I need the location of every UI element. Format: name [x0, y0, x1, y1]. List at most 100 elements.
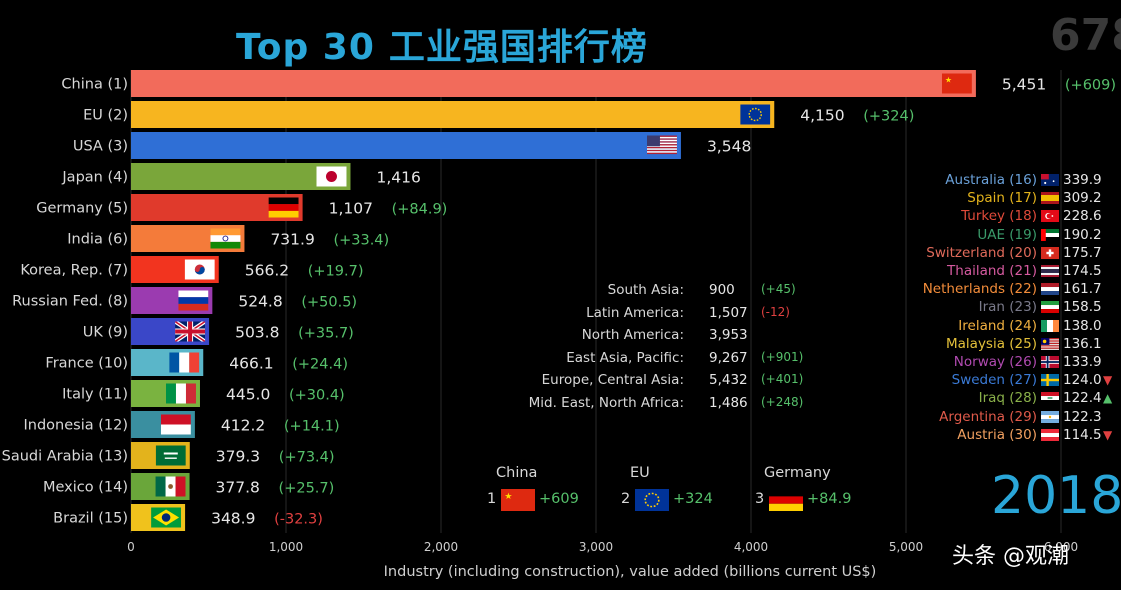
ranking-value: 122.4 — [1063, 390, 1102, 407]
title-part-2: 工业强国排行榜 — [388, 27, 648, 68]
ranking-flag — [1041, 356, 1059, 368]
spain-flag-icon — [1041, 192, 1059, 205]
thailand-flag-icon — [1041, 265, 1059, 277]
ranking-name: Switzerland (20) — [926, 244, 1037, 261]
region-row: South Asia: 900 (+45) — [0, 282, 1121, 302]
ranking-value: 158.5 — [1063, 299, 1102, 316]
ranking-row: Netherlands (22) 161.7 — [923, 280, 1113, 298]
ranking-name: Argentina (29) — [939, 408, 1037, 425]
ranking-name: Ireland (24) — [958, 317, 1037, 334]
category-label: Italy (11) — [62, 387, 128, 403]
value-label: 466.1 — [229, 355, 273, 373]
region-change: (+248) — [761, 394, 804, 409]
change-label: (+30.4) — [289, 388, 345, 404]
category-label: China (1) — [61, 77, 128, 93]
ranking-name: Austria (30) — [957, 426, 1037, 443]
argentina-flag-icon — [1041, 410, 1059, 423]
ranking-value: 122.3 — [1063, 408, 1102, 425]
ranking-value: 114.5 — [1063, 426, 1102, 443]
bar — [131, 70, 976, 97]
ranking-row: Spain (17) 309.2 — [967, 189, 1113, 207]
ranking-value: 124.0 — [1063, 372, 1102, 389]
mexico-flag-icon — [155, 476, 186, 497]
iran-flag-icon — [1041, 301, 1059, 314]
ranking-row: Argentina (29) 122.3 — [939, 408, 1113, 426]
ranking-row: Thailand (21) 174.5 — [947, 262, 1113, 280]
region-name: Latin America: — [586, 304, 684, 321]
region-row: Latin America: 1,507 (-12) — [0, 305, 1121, 325]
ranking-value: 161.7 — [1063, 281, 1102, 298]
gainer-rank: 3 — [755, 491, 765, 507]
ranking-name: Sweden (27) — [951, 372, 1037, 389]
ranking-flag — [1041, 319, 1059, 332]
ranking-flag — [1041, 283, 1059, 296]
ranking-row: Switzerland (20) 175.7 — [926, 244, 1113, 262]
change-label: (+609) — [1065, 78, 1116, 94]
region-change: (+401) — [761, 372, 804, 386]
china-flag-icon: ★ — [501, 489, 535, 511]
ranking-flag — [1041, 265, 1059, 277]
gainer-value: +84.9 — [807, 491, 852, 507]
category-label: Mexico (14) — [43, 480, 128, 496]
saudi-flag-icon — [155, 445, 186, 466]
ranking-row: Iraq (28) 122.4 ▲ — [979, 389, 1113, 407]
region-change: (+901) — [761, 349, 804, 364]
usa-flag-icon — [646, 135, 677, 155]
x-tick-label: 3,000 — [579, 540, 613, 554]
ranking-value: 174.5 — [1063, 263, 1102, 279]
ranking-row: Turkey (18) 228.6 — [961, 207, 1113, 225]
arrow-down-icon: ▼ — [1103, 373, 1113, 388]
value-label: 1,416 — [376, 169, 420, 187]
region-value: 900 — [709, 282, 735, 298]
ranking-flag — [1041, 246, 1059, 259]
russia-flag-icon — [178, 290, 209, 311]
value-label: 4,150 — [800, 107, 844, 125]
category-label: India (6) — [67, 232, 128, 248]
x-axis-label: Industry (including construction), value… — [383, 564, 877, 580]
ranking-flag — [1041, 210, 1059, 223]
category-label: Japan (4) — [61, 170, 128, 186]
region-name: North America: — [581, 327, 684, 343]
category-label: France (10) — [45, 356, 128, 372]
brazil-flag-icon — [151, 507, 182, 528]
region-change: (-12) — [761, 304, 790, 319]
x-tick-label: 1,000 — [269, 540, 303, 554]
arrow-up-icon: ▲ — [1103, 391, 1113, 406]
netherlands-flag-icon — [1041, 283, 1059, 296]
ranking-row: Sweden (27) 124.0 ▼ — [952, 371, 1113, 389]
italy-flag-icon — [165, 383, 196, 404]
gainer-flag — [769, 489, 803, 511]
germany-flag-icon — [268, 197, 299, 218]
value-label: 731.9 — [270, 231, 314, 249]
china-flag-icon: ★ — [941, 73, 972, 94]
ranking-name: Iraq (28) — [978, 390, 1037, 407]
watermark: 头条 @观潮 — [952, 544, 1069, 569]
value-label: 377.8 — [216, 479, 260, 497]
bar — [131, 101, 775, 128]
ranking-row: Malaysia (25) 136.1 — [946, 335, 1113, 353]
gainer-name: Germany — [764, 465, 831, 481]
ranking-value: 190.2 — [1063, 226, 1102, 243]
ranking-flag — [1041, 192, 1059, 205]
value-label: 445.0 — [226, 386, 270, 404]
frame-counter: 678 — [1050, 10, 1121, 61]
ranking-name: Norway (26) — [953, 354, 1037, 370]
change-label: (+19.7) — [308, 264, 364, 280]
change-label: (+24.4) — [292, 357, 348, 373]
ranking-name: Australia (16) — [945, 172, 1037, 188]
ranking-row: Ireland (24) 138.0 — [958, 317, 1113, 335]
region-value: 3,953 — [709, 327, 748, 343]
category-label: UK (9) — [83, 325, 128, 341]
region-name: Mid. East, North Africa: — [528, 394, 684, 411]
svg-text:★: ★ — [504, 492, 512, 502]
category-label: Germany (5) — [36, 201, 128, 217]
change-label: (+324) — [863, 109, 914, 125]
gainer-value: +609 — [539, 491, 579, 507]
title-part-1: Top 30 — [236, 27, 375, 68]
eu-flag-icon — [635, 489, 669, 511]
chart-title: Top 30 工业强国排行榜 — [236, 18, 648, 70]
australia-flag-icon — [1041, 174, 1059, 186]
uk-flag-icon — [175, 321, 206, 342]
value-label: 412.2 — [221, 417, 265, 435]
ranking-flag — [1041, 174, 1059, 186]
